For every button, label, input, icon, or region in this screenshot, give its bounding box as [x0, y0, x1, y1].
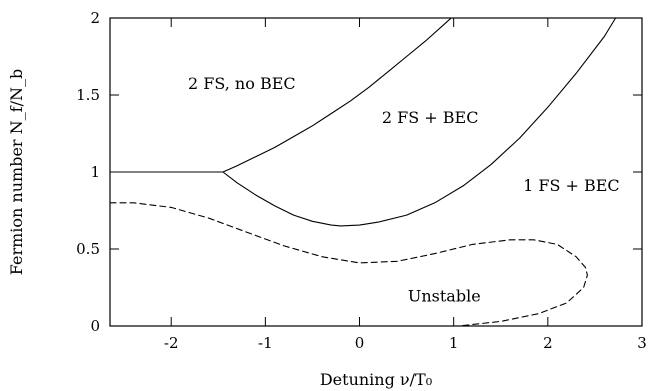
y-tick-label: 1.5: [76, 86, 100, 104]
y-axis-label: Fermion number N_f/N_b: [7, 69, 26, 275]
x-tick-label: 0: [355, 334, 365, 352]
tick-label-layer: -2 -1 0 1 2 3 0 0.5 1 1.5 2: [76, 9, 647, 352]
x-tick-label: 1: [449, 334, 459, 352]
y-tick-label: 0: [90, 317, 100, 335]
tick-layer: [110, 17, 643, 327]
y-tick-label: 2: [90, 9, 100, 27]
x-tick-label: 3: [637, 334, 647, 352]
x-axis-label: Detuning ν/T₀: [320, 370, 432, 389]
region-label: 2 FS + BEC: [382, 108, 479, 127]
region-label: 2 FS, no BEC: [188, 74, 296, 93]
series-line-2: [222, 18, 617, 227]
x-tick-label: -1: [258, 334, 273, 352]
series-line-1: [110, 18, 452, 173]
region-label: 1 FS + BEC: [523, 176, 620, 195]
annotation-layer: 2 FS, no BEC 2 FS + BEC 1 FS + BEC Unstable: [188, 74, 620, 306]
y-tick-label: 0.5: [76, 240, 100, 258]
x-tick-label: 2: [543, 334, 553, 352]
region-label: Unstable: [408, 287, 481, 306]
series-line-3: [110, 202, 588, 326]
curve-layer: [110, 18, 617, 326]
y-tick-label: 1: [90, 163, 100, 181]
x-tick-label: -2: [164, 334, 179, 352]
